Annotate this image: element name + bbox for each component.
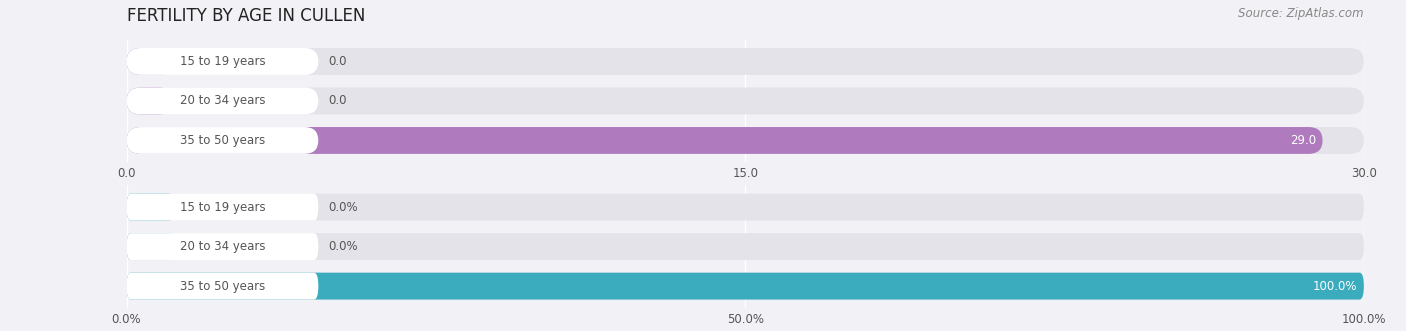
FancyBboxPatch shape — [127, 194, 173, 220]
Text: 0.0: 0.0 — [328, 94, 347, 108]
Text: FERTILITY BY AGE IN CULLEN: FERTILITY BY AGE IN CULLEN — [127, 7, 366, 24]
FancyBboxPatch shape — [127, 87, 318, 115]
Text: 15 to 19 years: 15 to 19 years — [180, 55, 266, 68]
FancyBboxPatch shape — [127, 273, 1364, 300]
Text: 15 to 19 years: 15 to 19 years — [180, 201, 266, 213]
Text: 20 to 34 years: 20 to 34 years — [180, 94, 266, 108]
FancyBboxPatch shape — [127, 127, 1364, 154]
FancyBboxPatch shape — [127, 194, 318, 220]
Text: 100.0%: 100.0% — [1313, 280, 1358, 293]
FancyBboxPatch shape — [127, 48, 318, 75]
FancyBboxPatch shape — [127, 127, 1323, 154]
FancyBboxPatch shape — [127, 194, 1364, 220]
FancyBboxPatch shape — [127, 233, 173, 260]
FancyBboxPatch shape — [127, 233, 318, 260]
FancyBboxPatch shape — [127, 127, 318, 154]
FancyBboxPatch shape — [127, 48, 173, 75]
Text: 0.0%: 0.0% — [328, 201, 359, 213]
Text: 20 to 34 years: 20 to 34 years — [180, 240, 266, 253]
FancyBboxPatch shape — [127, 48, 1364, 75]
Text: 0.0%: 0.0% — [328, 240, 359, 253]
FancyBboxPatch shape — [127, 273, 318, 300]
FancyBboxPatch shape — [127, 233, 1364, 260]
Text: 35 to 50 years: 35 to 50 years — [180, 134, 266, 147]
Text: Source: ZipAtlas.com: Source: ZipAtlas.com — [1239, 7, 1364, 20]
Text: 29.0: 29.0 — [1291, 134, 1316, 147]
FancyBboxPatch shape — [127, 87, 173, 115]
Text: 35 to 50 years: 35 to 50 years — [180, 280, 266, 293]
FancyBboxPatch shape — [127, 87, 1364, 115]
FancyBboxPatch shape — [127, 273, 1364, 300]
Text: 0.0: 0.0 — [328, 55, 347, 68]
